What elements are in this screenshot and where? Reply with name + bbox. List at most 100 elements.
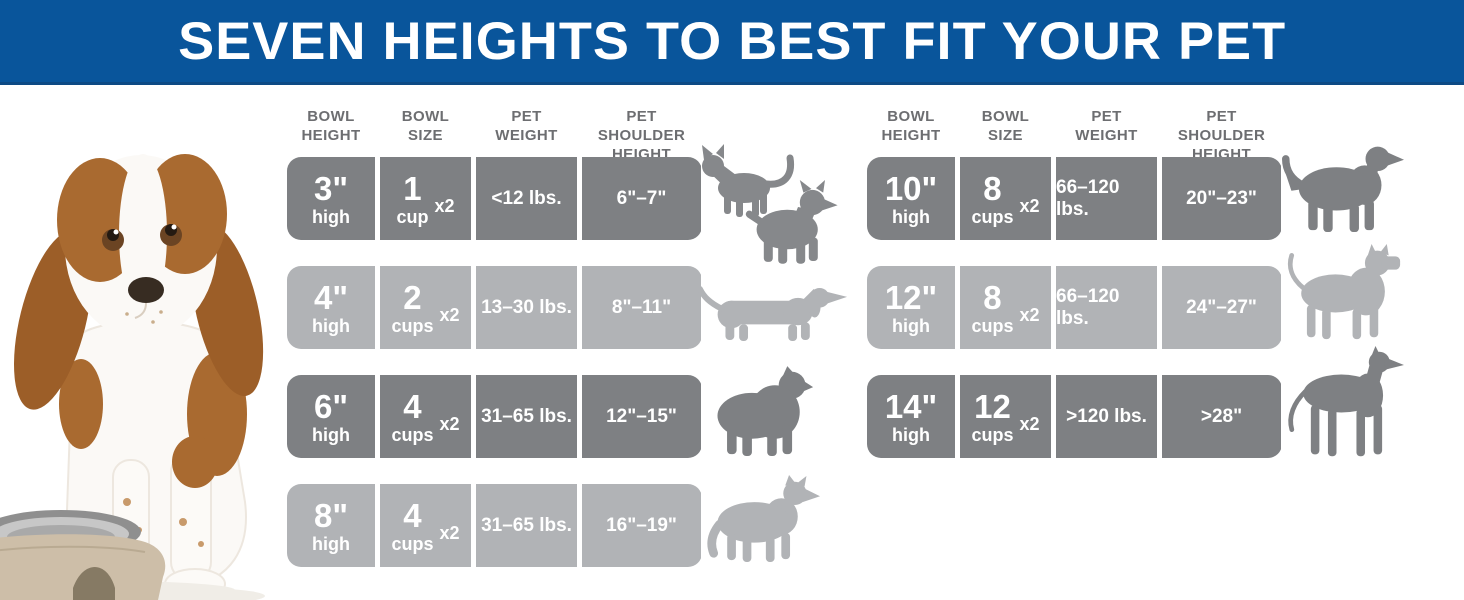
bowl-multiplier: x2 <box>434 196 455 216</box>
bowl-size-value: 8 <box>983 278 1002 316</box>
table-row: 12" high 8 cups x2 66–120 lbs. 24"–27" <box>867 266 1282 349</box>
dachshund-icon <box>698 286 848 341</box>
bowl-height-cell: 10" high <box>867 157 955 240</box>
great-dane-icon <box>1288 346 1404 457</box>
column-header-pet-weight: PET WEIGHT <box>476 108 577 164</box>
bowl-height-unit: high <box>312 206 350 227</box>
column-header-pet-weight: PET WEIGHT <box>1056 108 1157 164</box>
header-line: PET SHOULDER <box>1177 108 1266 144</box>
bowl-size-unit: cups <box>391 424 434 445</box>
pet-weight-value: 66–120 lbs. <box>1056 176 1120 220</box>
bowl-multiplier: x2 <box>439 414 460 434</box>
table-row: 10" high 8 cups x2 66–120 lbs. 20"–23" <box>867 157 1282 240</box>
bowl-size-value: 8 <box>983 169 1002 207</box>
bowl-height-cell: 12" high <box>867 266 955 349</box>
bowl-height-cell: 14" high <box>867 375 955 458</box>
bowl-size-value: 1 <box>403 169 422 207</box>
bowl-height-value: 12" <box>884 278 938 316</box>
header-line: BOWL <box>981 108 1030 125</box>
golden-retriever-icon <box>1282 146 1404 233</box>
header-line: HEIGHT <box>881 126 941 144</box>
pet-weight-cell: 66–120 lbs. <box>1056 157 1157 240</box>
pet-weight-cell: 31–65 lbs. <box>476 375 577 458</box>
bowl-multiplier: x2 <box>1019 414 1040 434</box>
bowl-size-value: 12 <box>974 387 1011 425</box>
bowl-height-value: 3" <box>314 169 348 207</box>
column-header-shoulder-height: PET SHOULDER HEIGHT <box>1162 108 1281 164</box>
shoulder-height-cell: >28" <box>1162 375 1281 458</box>
bowl-multiplier: x2 <box>439 305 460 325</box>
bowl-height-value: 4" <box>314 278 348 316</box>
bowl-height-unit: high <box>312 315 350 336</box>
column-header-bowl-size: BOWL SIZE <box>960 108 1051 164</box>
bowl-height-value: 14" <box>884 387 938 425</box>
bowl-height-unit: high <box>891 315 930 336</box>
shoulder-height-value: 12"–15" <box>606 405 677 427</box>
pet-weight-cell: 66–120 lbs. <box>1056 266 1157 349</box>
bowl-size-value: 4 <box>403 387 422 425</box>
size-chart-small-dogs: BOWL HEIGHT BOWL SIZE PET WEIGHT PET SHO… <box>287 108 702 593</box>
shoulder-height-cell: 8"–11" <box>582 266 701 349</box>
size-chart-large-dogs: BOWL HEIGHT BOWL SIZE PET WEIGHT PET SHO… <box>867 108 1282 484</box>
australian-shepherd-icon <box>717 366 814 456</box>
bowl-height-cell: 3" high <box>287 157 375 240</box>
bowl-size-unit: cup <box>396 206 429 227</box>
header-line: BOWL <box>887 108 935 125</box>
bowl-height-unit: high <box>312 533 350 554</box>
shoulder-height-cell: 24"–27" <box>1162 266 1281 349</box>
header-line: BOWL <box>307 108 355 125</box>
header-line: PET SHOULDER <box>597 108 686 144</box>
shoulder-height-value: >28" <box>1200 405 1243 427</box>
pet-weight-cell: >120 lbs. <box>1056 375 1157 458</box>
pet-weight-value: <12 lbs. <box>491 187 562 209</box>
column-header-bowl-size: BOWL SIZE <box>380 108 471 164</box>
bowl-height-unit: high <box>312 424 350 445</box>
shoulder-height-value: 24"–27" <box>1186 296 1257 318</box>
bowl-multiplier: x2 <box>1019 196 1040 216</box>
bowl-size-unit: cups <box>971 315 1014 336</box>
pet-weight-cell: 31–65 lbs. <box>476 484 577 567</box>
bowl-size-cell: 1 cup x2 <box>380 157 471 240</box>
bowl-size-unit: cups <box>391 533 434 554</box>
basset-hound-photo <box>0 154 265 600</box>
table-header-row: BOWL HEIGHT BOWL SIZE PET WEIGHT PET SHO… <box>287 108 702 163</box>
pet-weight-cell: <12 lbs. <box>476 157 577 240</box>
bowl-size-cell: 8 cups x2 <box>960 266 1051 349</box>
bowl-height-cell: 8" high <box>287 484 375 567</box>
header-line: PET <box>1091 108 1122 125</box>
bowl-height-cell: 4" high <box>287 266 375 349</box>
shoulder-height-value: 6"–7" <box>616 187 667 209</box>
bowl-size-cell: 12 cups x2 <box>960 375 1051 458</box>
bowl-size-cell: 4 cups x2 <box>380 375 471 458</box>
bowl-height-value: 6" <box>314 387 348 425</box>
bowl-size-cell: 8 cups x2 <box>960 157 1051 240</box>
table-row: 14" high 12 cups x2 >120 lbs. >28" <box>867 375 1282 458</box>
title-banner: SEVEN HEIGHTS TO BEST FIT YOUR PET <box>0 0 1464 85</box>
header-line: WEIGHT <box>495 126 558 144</box>
shoulder-height-value: 8"–11" <box>611 296 672 318</box>
header-line: WEIGHT <box>1075 126 1138 144</box>
bowl-height-value: 10" <box>884 169 938 207</box>
table-row: 6" high 4 cups x2 31–65 lbs. 12"–15" <box>287 375 702 458</box>
column-header-bowl-height: BOWL HEIGHT <box>287 108 375 164</box>
table-row: 4" high 2 cups x2 13–30 lbs. 8"–11" <box>287 266 702 349</box>
shoulder-height-cell: 12"–15" <box>582 375 701 458</box>
bowl-size-unit: cups <box>971 424 1014 445</box>
pet-weight-value: >120 lbs. <box>1066 405 1147 427</box>
bowl-size-cell: 4 cups x2 <box>380 484 471 567</box>
pet-weight-value: 13–30 lbs. <box>481 296 572 318</box>
header-line: HEIGHT <box>301 126 361 144</box>
bowl-size-value: 4 <box>403 496 422 534</box>
shoulder-height-cell: 16"–19" <box>582 484 701 567</box>
bowl-height-unit: high <box>891 424 930 445</box>
pet-weight-value: 31–65 lbs. <box>481 405 572 427</box>
bowl-size-unit: cups <box>971 206 1014 227</box>
cat-and-yorkie-icon <box>702 144 838 264</box>
bowl-size-value: 2 <box>403 278 422 316</box>
header-line: SIZE <box>408 126 443 144</box>
bowl-height-value: 8" <box>314 496 348 534</box>
table-row: 3" high 1 cup x2 <12 lbs. 6"–7" <box>287 157 702 240</box>
bowl-height-cell: 6" high <box>287 375 375 458</box>
table-header-row: BOWL HEIGHT BOWL SIZE PET WEIGHT PET SHO… <box>867 108 1282 163</box>
